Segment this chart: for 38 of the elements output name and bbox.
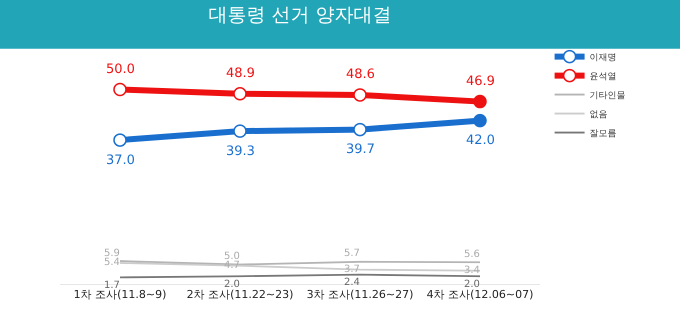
data-label: 39.7 (346, 142, 375, 157)
point (113, 82, 127, 96)
point (233, 124, 247, 138)
data-label: 48.6 (346, 67, 375, 82)
data-label: 42.0 (466, 133, 495, 148)
point (113, 133, 127, 147)
point (473, 114, 487, 128)
x-tick-label: 2차 조사(11.22~23) (186, 288, 294, 302)
legend-label: 잘모름 (590, 129, 617, 140)
data-label: 5.9 (104, 248, 120, 259)
data-label: 5.4 (104, 257, 120, 268)
point (353, 88, 367, 102)
x-tick-label: 3차 조사(11.26~27) (306, 288, 414, 302)
x-tick-label: 1차 조사(11.8~9) (74, 288, 166, 302)
data-label: 5.6 (464, 249, 480, 260)
point (473, 94, 487, 108)
legend-label: 윤석열 (590, 72, 617, 82)
point (233, 87, 247, 101)
legend-label: 없음 (590, 110, 608, 120)
data-label: 3.4 (464, 265, 480, 276)
data-label: 4.7 (224, 260, 240, 271)
data-label: 46.9 (466, 74, 495, 89)
x-tick-label: 4차 조사(12.06~07) (426, 288, 534, 302)
legend-label: 이재명 (590, 53, 617, 64)
data-label: 2.0 (224, 279, 240, 290)
data-label: 5.0 (224, 251, 240, 262)
chart-title: 대통령 선거 양자대결 (208, 4, 392, 26)
data-label: 3.7 (344, 264, 360, 275)
data-label: 1.7 (104, 280, 120, 291)
data-label: 5.7 (344, 248, 360, 259)
data-label: 2.0 (464, 279, 480, 290)
data-label: 39.3 (226, 144, 255, 159)
data-label: 37.0 (106, 153, 135, 168)
data-label: 2.4 (344, 277, 360, 288)
point (353, 122, 367, 136)
data-label: 50.0 (106, 62, 135, 77)
legend-label: 기타인물 (590, 91, 626, 102)
data-label: 48.9 (226, 66, 255, 81)
